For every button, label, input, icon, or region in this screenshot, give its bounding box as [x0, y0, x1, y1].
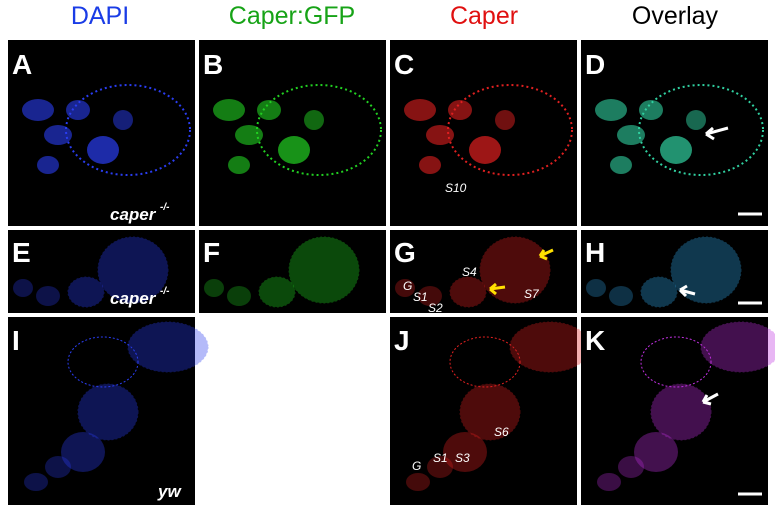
panel-letter: B — [203, 49, 223, 80]
stage-label: S7 — [524, 287, 540, 301]
stage-label: G — [403, 279, 412, 293]
panel-letter: K — [585, 325, 605, 356]
genotype-label: yw — [157, 482, 182, 501]
panel-letter: H — [585, 237, 605, 268]
panel-letter: E — [12, 237, 31, 268]
stage-label: S3 — [455, 451, 470, 465]
column-header: Caper — [450, 2, 518, 30]
stage-label: S4 — [462, 265, 477, 279]
column-header: DAPI — [71, 2, 129, 30]
panel-f: F — [199, 230, 386, 313]
panel-letter: I — [12, 325, 20, 356]
genotype-superscript: -/- — [160, 286, 170, 297]
panel-letter: A — [12, 49, 32, 80]
stage-label: S6 — [494, 425, 509, 439]
panel-c: C S10 — [390, 40, 577, 226]
panel-letter: C — [394, 49, 414, 80]
panel-h: H — [581, 230, 768, 313]
panel-d: D — [581, 40, 768, 226]
stage-label: S1 — [433, 451, 448, 465]
panel-k: K — [581, 317, 775, 505]
panel-g: G G S1 S2 S4 S7 — [390, 230, 577, 315]
panel-a: A caper -/- — [8, 40, 195, 226]
panel-letter: D — [585, 49, 605, 80]
panel-e: E caper -/- — [8, 230, 195, 313]
column-header: Caper:GFP — [229, 2, 355, 30]
stage-label: S2 — [428, 301, 443, 315]
stage-label: S1 — [413, 290, 428, 304]
column-header: Overlay — [632, 2, 719, 30]
genotype-label: caper — [110, 205, 157, 224]
genotype-label: caper — [110, 289, 157, 308]
panel-letter: G — [394, 237, 416, 268]
genotype-superscript: -/- — [160, 202, 170, 213]
stage-label: S10 — [445, 181, 467, 195]
panel-b: B — [199, 40, 386, 226]
panel-letter: F — [203, 237, 220, 268]
panel-letter: J — [394, 325, 410, 356]
panel-i: I yw — [8, 317, 209, 505]
stage-label: G — [412, 459, 421, 473]
panel-j: J G S1 S3 S6 — [390, 317, 591, 505]
